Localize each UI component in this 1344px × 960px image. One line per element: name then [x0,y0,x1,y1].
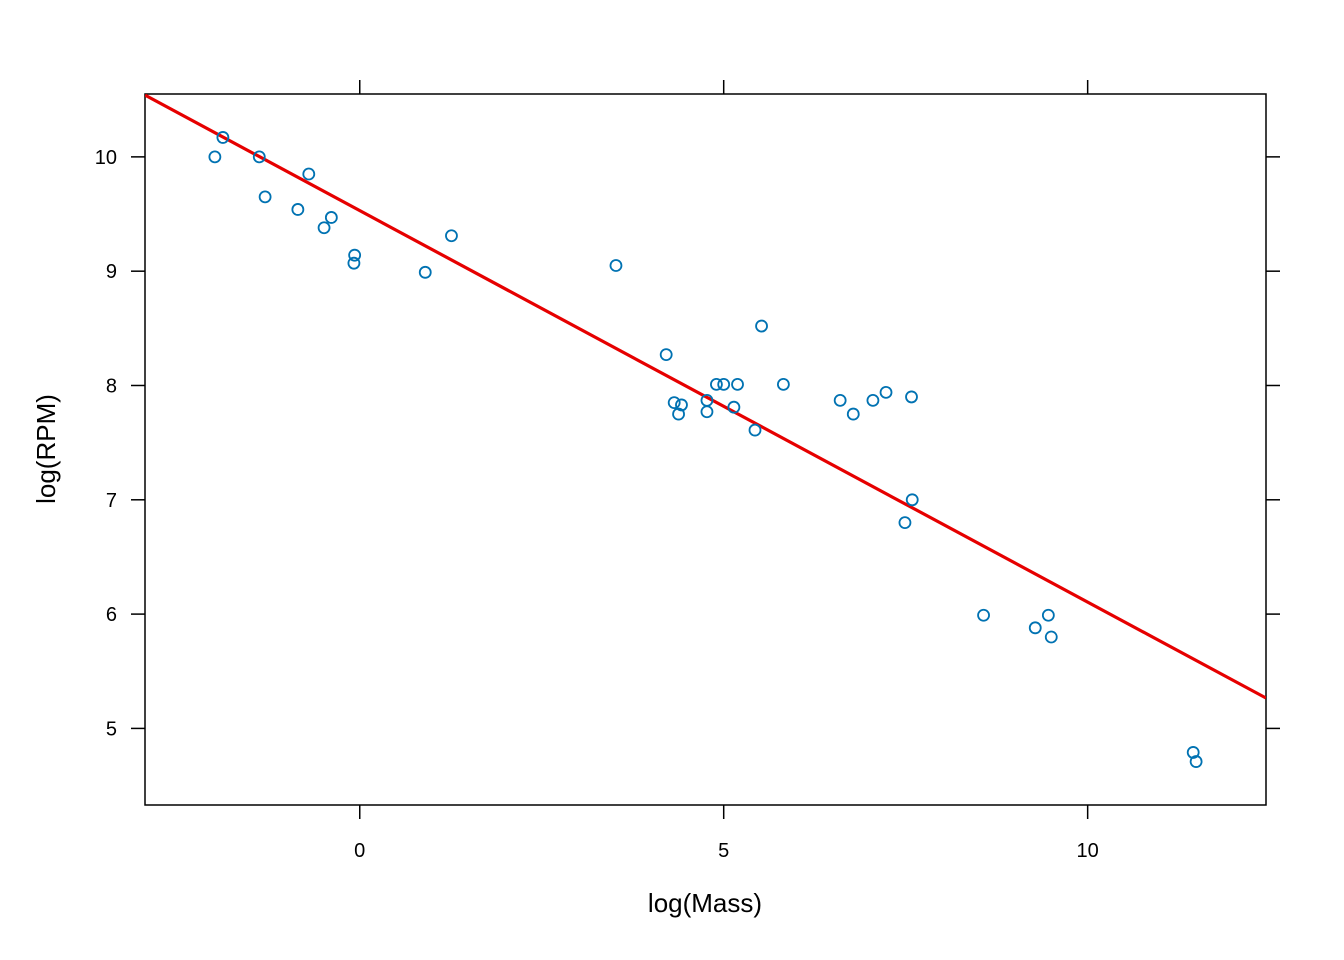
data-point [609,259,623,272]
data-point [324,211,338,224]
y-axis-title: log(RPM) [31,394,61,504]
y-tick-label: 9 [106,261,117,283]
data-point [700,405,714,419]
data-point [977,608,990,622]
x-tick-label: 5 [718,840,729,862]
data-point [1044,630,1058,644]
data-point [347,256,361,270]
data-point [418,265,432,279]
axis-ticks [131,80,1280,819]
data-point [667,396,681,410]
data-point [731,377,744,391]
data-point [727,400,741,414]
data-point [748,423,762,437]
y-tick-label: 6 [106,604,117,626]
data-point [833,393,847,407]
data-point [710,377,723,391]
data-point [755,319,768,333]
data-point [866,393,880,407]
data-points [208,131,1203,768]
data-point [846,407,860,421]
y-tick-label: 7 [106,490,117,512]
y-tick-label: 5 [106,718,117,740]
data-point [445,229,458,243]
x-tick-label: 0 [354,840,365,862]
axis-tick-labels: 0 5 10 5 6 7 8 9 10 [95,147,1099,862]
data-point [675,398,688,412]
data-point [659,348,673,362]
data-point [317,221,331,235]
x-tick-label: 10 [1077,840,1099,862]
data-point [252,150,266,164]
y-tick-label: 8 [106,375,117,397]
data-point [717,377,731,391]
data-point [905,390,918,404]
data-point [1028,621,1042,635]
y-tick-label: 10 [95,147,117,169]
data-point [258,190,272,204]
data-point [898,516,912,530]
data-point [348,248,362,262]
plot-area [145,94,1266,768]
plot-frame [144,93,1267,806]
data-point [905,493,919,507]
x-axis-title: log(Mass) [648,888,762,918]
data-point [291,203,305,216]
data-point [216,131,230,144]
data-point [302,167,316,181]
data-point [776,377,790,391]
data-point [1041,608,1055,622]
data-point [879,385,893,399]
data-point [208,150,222,164]
regression-line [145,94,1266,700]
data-point [1189,755,1203,768]
fit-line-layer [145,94,1266,700]
